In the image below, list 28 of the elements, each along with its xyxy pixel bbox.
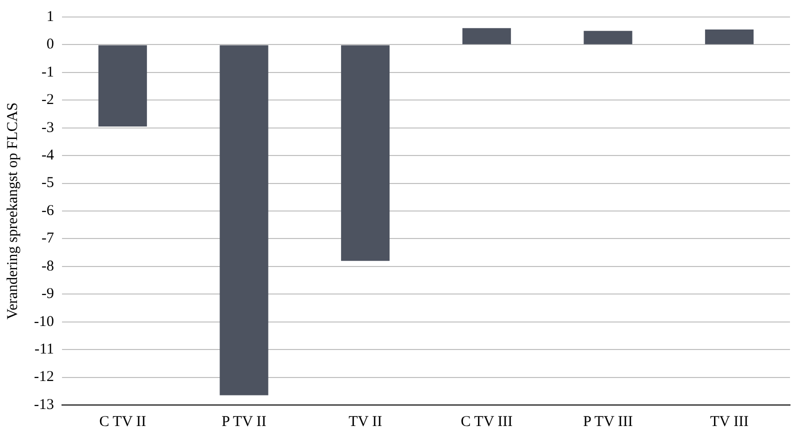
y-tick-label: -12 — [34, 369, 54, 386]
y-tick-label: -8 — [41, 258, 54, 274]
y-tick-label: -10 — [34, 314, 54, 330]
bar — [98, 45, 147, 126]
y-tick-label: -5 — [41, 175, 54, 192]
x-tick-label: P TV II — [222, 414, 266, 430]
y-tick-label: -4 — [41, 148, 54, 164]
y-tick-label: -13 — [34, 396, 54, 413]
bar — [220, 45, 268, 396]
x-tick-label: C TV II — [99, 414, 146, 430]
y-axis-title: Verandering spreekangst op FLCAS — [4, 102, 21, 320]
bar — [462, 28, 511, 44]
y-tick-label: 1 — [46, 8, 54, 25]
bar — [341, 45, 390, 261]
y-tick-label: -3 — [41, 120, 54, 136]
y-tick-label: -9 — [41, 286, 54, 302]
x-tick-label: C TV III — [460, 414, 513, 430]
bar — [584, 30, 632, 44]
x-tick-label: P TV III — [583, 414, 633, 430]
y-tick-label: -2 — [41, 92, 54, 108]
y-tick-label: -7 — [41, 230, 54, 247]
y-tick-label: 0 — [46, 36, 54, 53]
y-tick-label: -11 — [34, 342, 54, 358]
y-tick-label: -1 — [41, 64, 54, 80]
x-tick-label: TV II — [348, 414, 382, 430]
bar — [705, 29, 754, 44]
x-tick-label: TV III — [710, 414, 749, 430]
y-tick-label: -6 — [41, 202, 54, 219]
